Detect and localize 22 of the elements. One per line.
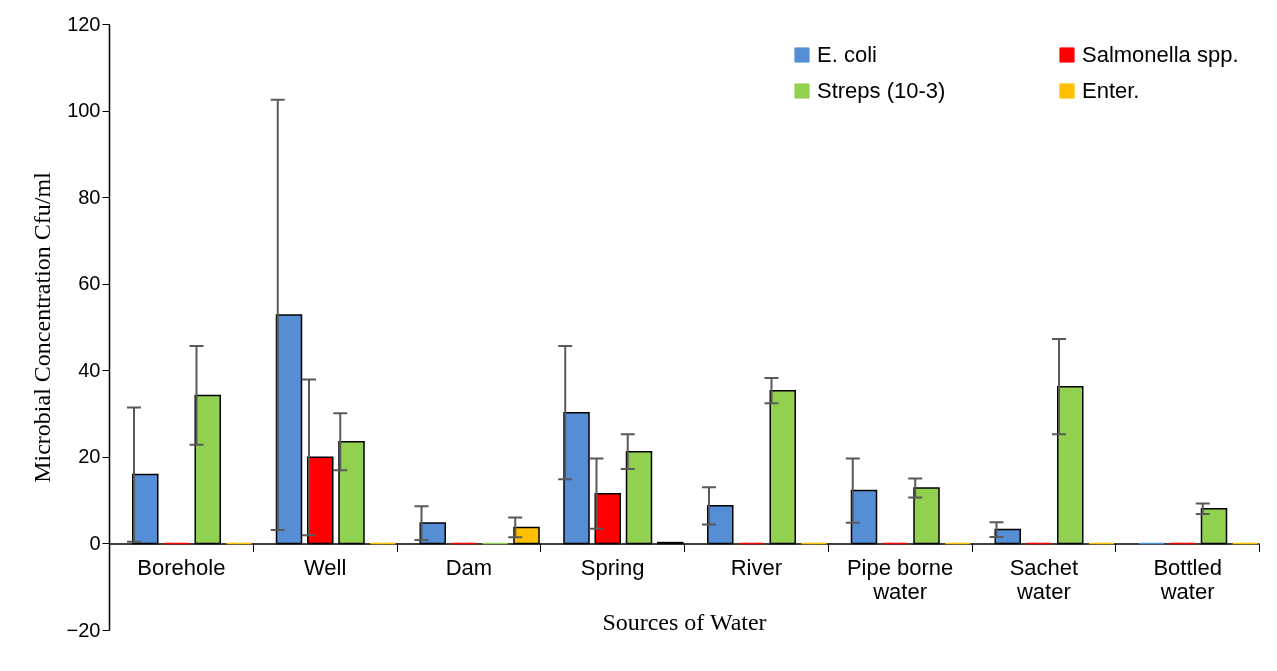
x-tick-label: Well [303,554,347,580]
y-tick-label: 40 [78,358,101,381]
legend-label: E. coli [817,42,877,67]
x-tick-label: Spring [580,554,645,580]
x-tick-label: Borehole [137,554,226,580]
y-tick-label: −20 [66,618,101,641]
x-tick-label: River [730,554,783,580]
legend-label: Streps (10-3) [817,78,946,103]
x-tick-label: Sachet water [1009,554,1079,604]
x-axis-title: Sources of Water [602,608,767,635]
y-tick-label: 0 [89,531,101,554]
y-tick-label: 120 [67,12,101,35]
legend-label: Enter. [1082,78,1140,103]
y-tick-label: 80 [78,185,101,208]
x-tick-label: Pipe borne water [846,554,954,604]
y-tick-label: 60 [78,272,101,295]
x-tick-label: Bottled water [1153,554,1222,604]
y-tick-label: 100 [67,99,101,122]
y-axis-title: Microbial Concentration Cfu/ml [28,171,55,483]
legend-label: Salmonella spp. [1082,42,1239,67]
x-tick-label: Dam [445,554,493,580]
y-tick-label: 20 [78,445,101,468]
